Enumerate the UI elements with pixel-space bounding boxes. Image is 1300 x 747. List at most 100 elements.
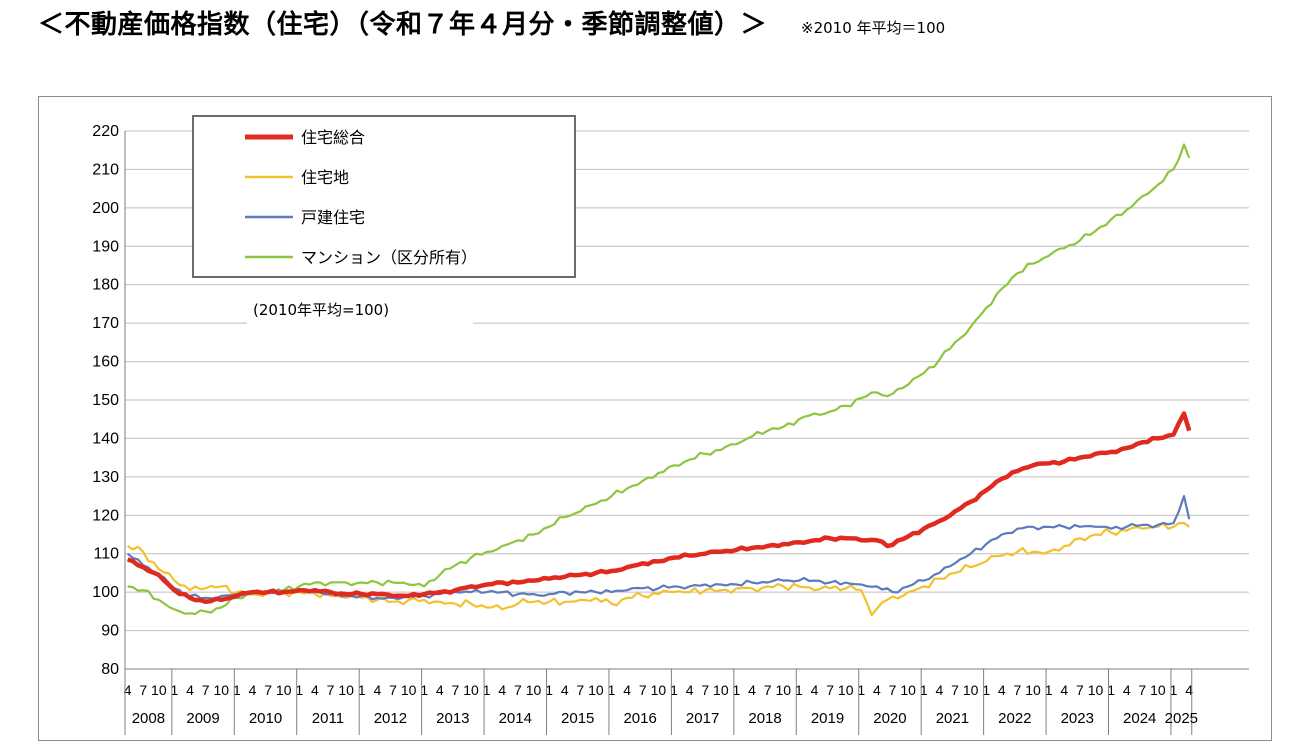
x-month-label: 10 — [213, 682, 229, 698]
x-month-label: 10 — [588, 682, 604, 698]
x-month-label: 7 — [889, 682, 897, 698]
x-year-label: 2015 — [561, 710, 594, 727]
x-month-label: 10 — [1088, 682, 1104, 698]
x-month-label: 7 — [202, 682, 210, 698]
series-line — [126, 521, 1190, 617]
line-chart: 8090100110120130140150160170180190200210… — [92, 115, 1249, 735]
x-month-label: 1 — [545, 682, 553, 698]
x-month-label: 10 — [1150, 682, 1166, 698]
x-month-label: 7 — [327, 682, 335, 698]
x-month-label: 1 — [1107, 682, 1115, 698]
x-month-label: 7 — [764, 682, 772, 698]
series-line — [126, 411, 1192, 605]
y-tick-label: 80 — [101, 661, 119, 678]
page-title: ＜不動産価格指数（住宅）（令和７年４月分・季節調整値）＞ — [38, 10, 768, 40]
x-month-label: 4 — [1060, 682, 1068, 698]
x-month-label: 7 — [514, 682, 522, 698]
x-month-label: 1 — [358, 682, 366, 698]
unit-label-bg — [247, 295, 473, 329]
x-month-label: 7 — [951, 682, 959, 698]
y-tick-label: 180 — [92, 277, 119, 294]
x-month-label: 10 — [401, 682, 417, 698]
x-month-label: 1 — [233, 682, 241, 698]
x-year-label: 2020 — [873, 710, 906, 727]
x-year-label: 2009 — [186, 710, 219, 727]
x-month-label: 4 — [811, 682, 819, 698]
y-tick-label: 170 — [92, 315, 119, 332]
y-tick-label: 210 — [92, 161, 119, 178]
x-month-label: 1 — [608, 682, 616, 698]
y-tick-label: 110 — [93, 546, 119, 563]
x-month-label: 10 — [338, 682, 354, 698]
series-line — [127, 143, 1191, 616]
y-tick-label: 160 — [92, 354, 119, 371]
x-year-label: 2010 — [249, 710, 282, 727]
x-month-label: 4 — [998, 682, 1006, 698]
x-year-label: 2023 — [1061, 710, 1094, 727]
x-month-label: 7 — [1076, 682, 1084, 698]
series-lines — [126, 143, 1192, 617]
x-month-label: 10 — [526, 682, 542, 698]
legend-label: 住宅地 — [301, 168, 349, 187]
x-month-label: 7 — [639, 682, 647, 698]
legend-box — [192, 115, 576, 278]
x-month-label: 7 — [452, 682, 460, 698]
y-tick-label: 220 — [92, 123, 119, 140]
x-month-label: 4 — [1123, 682, 1131, 698]
x-year-label: 2018 — [748, 710, 781, 727]
x-month-label: 1 — [295, 682, 303, 698]
series-line — [126, 495, 1191, 601]
x-month-label: 4 — [498, 682, 506, 698]
legend-label: 戸建住宅 — [301, 208, 365, 227]
x-year-label: 2021 — [936, 710, 969, 727]
legend-label: 住宅総合 — [301, 128, 365, 147]
x-month-label: 10 — [713, 682, 729, 698]
x-month-label: 7 — [576, 682, 584, 698]
x-month-label: 10 — [963, 682, 979, 698]
y-tick-label: 200 — [92, 200, 119, 217]
chart-frame: 80 90 100 110 120 130 140 150 160 170 180 190 200 210… — [38, 96, 1272, 741]
x-month-label: 7 — [139, 682, 147, 698]
x-year-label: 2022 — [998, 710, 1031, 727]
x-month-label: 1 — [670, 682, 678, 698]
x-month-label: 4 — [373, 682, 381, 698]
x-month-label: 1 — [857, 682, 865, 698]
x-year-label: 2019 — [811, 710, 844, 727]
legend-label: マンション（区分所有） — [301, 248, 477, 267]
x-month-label: 7 — [389, 682, 397, 698]
x-month-label: 7 — [701, 682, 709, 698]
y-tick-label: 150 — [92, 392, 119, 409]
x-year-label: 2016 — [623, 710, 656, 727]
header: ＜不動産価格指数（住宅）（令和７年４月分・季節調整値）＞ ※2010 年平均＝1… — [38, 4, 945, 44]
y-tick-label: 100 — [92, 584, 119, 601]
x-month-label: 4 — [873, 682, 881, 698]
x-month-label: 7 — [826, 682, 834, 698]
base-year-note: ※2010 年平均＝100 — [801, 19, 946, 37]
x-month-label: 10 — [900, 682, 916, 698]
x-month-label: 4 — [186, 682, 194, 698]
x-month-label: 10 — [651, 682, 667, 698]
x-month-label: 4 — [748, 682, 756, 698]
unit-label: (2010年平均=100) — [253, 301, 389, 319]
x-year-label: 2008 — [132, 710, 165, 727]
y-tick-label: 140 — [92, 430, 119, 447]
x-month-label: 1 — [982, 682, 990, 698]
x-month-label: 1 — [733, 682, 741, 698]
x-year-label: 2014 — [499, 710, 532, 727]
axes: 8090100110120130140150160170180190200210… — [92, 123, 1198, 735]
x-month-label: 1 — [483, 682, 491, 698]
x-month-label: 1 — [920, 682, 928, 698]
x-month-label: 1 — [1170, 682, 1178, 698]
x-month-label: 4 — [686, 682, 694, 698]
x-month-label: 10 — [151, 682, 167, 698]
x-month-label: 4 — [436, 682, 444, 698]
x-month-label: 7 — [1014, 682, 1022, 698]
x-month-label: 4 — [1185, 682, 1193, 698]
x-month-label: 4 — [561, 682, 569, 698]
x-month-label: 7 — [1138, 682, 1146, 698]
x-month-label: 1 — [420, 682, 428, 698]
x-year-label: 2025 — [1165, 710, 1198, 727]
x-month-label: 10 — [1025, 682, 1041, 698]
unit-label-group: (2010年平均=100) — [242, 295, 473, 329]
